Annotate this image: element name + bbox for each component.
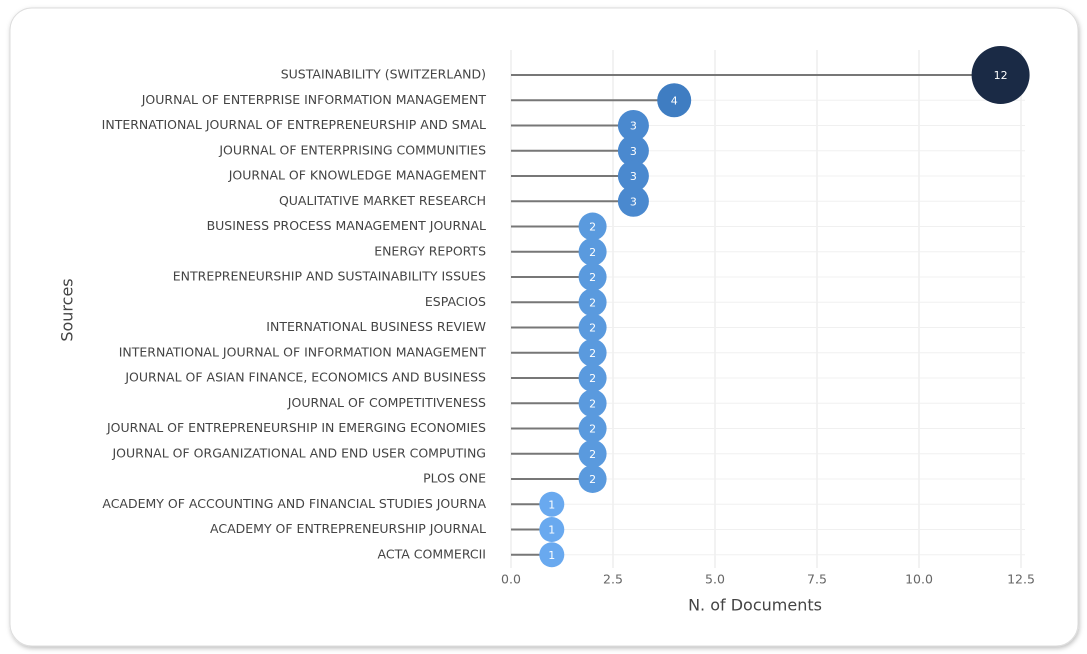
dot <box>539 542 565 568</box>
value-label: 2 <box>589 397 596 410</box>
y-tick-label: SUSTAINABILITY (SWITZERLAND) <box>281 67 486 82</box>
x-tick-label: 5.0 <box>705 572 725 587</box>
dot <box>578 389 607 418</box>
value-label: 3 <box>630 120 637 133</box>
dot <box>539 491 565 517</box>
value-label: 2 <box>589 448 596 461</box>
dot <box>617 185 649 217</box>
value-label: 3 <box>630 170 637 183</box>
value-label: 2 <box>589 296 596 309</box>
y-tick-label: JOURNAL OF ASIAN FINANCE, ECONOMICS AND … <box>124 370 486 385</box>
y-tick-label: JOURNAL OF ENTERPRISING COMMUNITIES <box>218 142 486 157</box>
dot <box>578 237 607 266</box>
y-tick-label: ACADEMY OF ENTREPRENEURSHIP JOURNAL <box>210 521 486 536</box>
y-tick-label: JOURNAL OF KNOWLEDGE MANAGEMENT <box>228 168 487 183</box>
value-label: 2 <box>589 372 596 385</box>
value-label: 12 <box>994 69 1008 82</box>
value-label: 1 <box>548 549 555 562</box>
y-tick-label: INTERNATIONAL BUSINESS REVIEW <box>266 319 486 334</box>
value-label: 2 <box>589 271 596 284</box>
dot <box>578 288 607 317</box>
dot <box>657 83 692 118</box>
y-tick-label: JOURNAL OF COMPETITIVENESS <box>287 395 486 410</box>
x-axis-title: N. of Documents <box>688 596 822 615</box>
dot <box>578 414 607 443</box>
y-axis-title: Sources <box>58 278 77 341</box>
y-tick-label: BUSINESS PROCESS MANAGEMENT JOURNAL <box>207 218 486 233</box>
value-label: 2 <box>589 423 596 436</box>
dot <box>578 439 607 468</box>
value-label: 2 <box>589 347 596 360</box>
dot <box>617 135 649 167</box>
x-tick-label: 10.0 <box>905 572 933 587</box>
x-tick-label: 7.5 <box>807 572 827 587</box>
y-tick-label: INTERNATIONAL JOURNAL OF INFORMATION MAN… <box>119 344 487 359</box>
y-tick-label: ESPACIOS <box>425 294 486 309</box>
dot <box>578 313 607 342</box>
value-label: 1 <box>548 524 555 537</box>
dot <box>578 364 607 392</box>
x-tick-label: 12.5 <box>1007 572 1035 587</box>
y-tick-label: ENTREPRENEURSHIP AND SUSTAINABILITY ISSU… <box>173 269 486 284</box>
y-tick-label: JOURNAL OF ENTREPRENEURSHIP IN EMERGING … <box>106 420 486 435</box>
dot <box>578 465 607 493</box>
value-label: 2 <box>589 221 596 234</box>
dot <box>539 517 565 542</box>
y-tick-label: QUALITATIVE MARKET RESEARCH <box>279 193 486 208</box>
dot <box>971 46 1030 104</box>
value-label: 3 <box>630 145 637 158</box>
value-label: 2 <box>589 322 596 335</box>
value-label: 1 <box>548 498 555 511</box>
value-label: 3 <box>630 195 637 208</box>
dot <box>578 263 607 291</box>
y-tick-label: ENERGY REPORTS <box>374 243 486 258</box>
dot <box>578 212 607 241</box>
x-tick-label: 0.0 <box>501 572 521 587</box>
y-tick-label: JOURNAL OF ENTERPRISE INFORMATION MANAGE… <box>141 92 487 107</box>
value-label: 2 <box>589 473 596 486</box>
y-tick-label: ACADEMY OF ACCOUNTING AND FINANCIAL STUD… <box>102 496 486 511</box>
dot <box>617 110 649 141</box>
y-tick-label: INTERNATIONAL JOURNAL OF ENTREPRENEURSHI… <box>102 117 486 132</box>
x-tick-label: 2.5 <box>603 572 623 587</box>
y-tick-label: JOURNAL OF ORGANIZATIONAL AND END USER C… <box>111 445 486 460</box>
dot <box>617 160 649 192</box>
y-tick-label: PLOS ONE <box>423 471 486 486</box>
dot <box>578 338 607 367</box>
value-label: 4 <box>671 94 678 107</box>
y-tick-label: ACTA COMMERCII <box>378 546 486 561</box>
value-label: 2 <box>589 246 596 259</box>
